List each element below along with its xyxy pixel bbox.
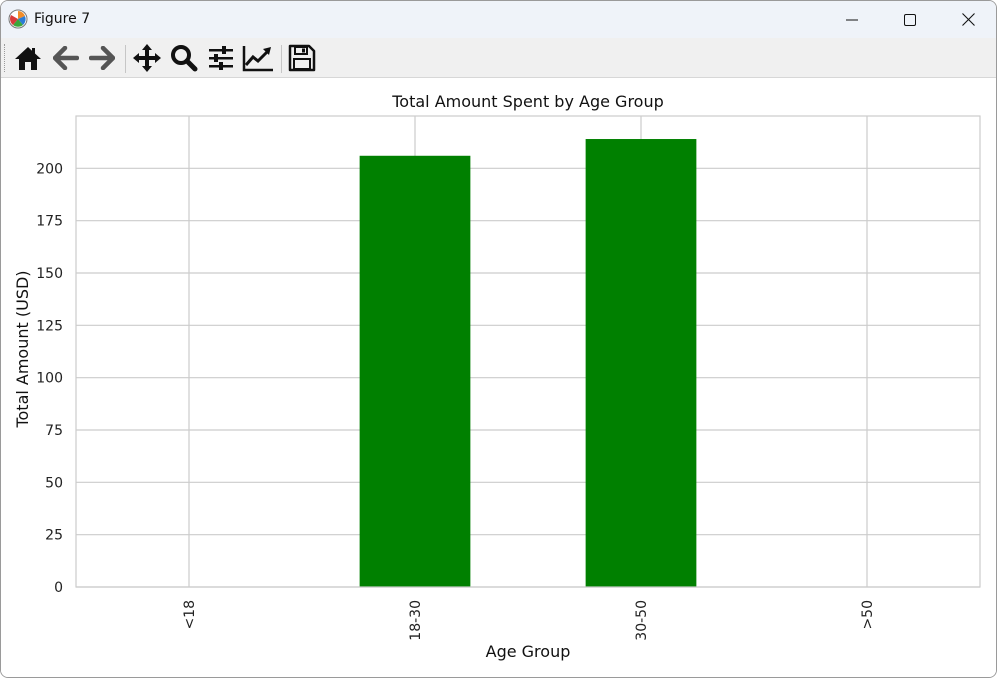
y-tick-label: 25 (45, 528, 63, 544)
arrow-left-icon (53, 46, 79, 70)
move-icon (133, 44, 161, 72)
subplots-button[interactable] (205, 42, 237, 74)
minimize-icon (846, 19, 858, 20)
bar-chart: Total Amount Spent by Age Group 0 25 50 75 1… (13, 92, 981, 661)
maximize-button[interactable] (881, 1, 939, 38)
figure-canvas: Total Amount Spent by Age Group 0 25 50 75 1… (1, 78, 996, 677)
x-tick-label: 18-30 (408, 600, 424, 641)
maximize-icon (904, 13, 916, 26)
zoom-button[interactable] (168, 42, 200, 74)
y-axis-label: Total Amount (USD) (13, 270, 32, 428)
pan-button[interactable] (131, 42, 163, 74)
close-button[interactable] (939, 1, 996, 38)
title-bar: Figure 7 (1, 1, 996, 38)
navigation-toolbar (1, 38, 996, 78)
x-tick-label: 30-50 (634, 600, 650, 641)
y-tick-label: 0 (54, 580, 63, 596)
line-chart-icon (242, 46, 273, 72)
y-tick-label: 150 (36, 266, 63, 282)
y-tick-label: 125 (36, 318, 63, 334)
back-button[interactable] (50, 42, 82, 74)
window-title: Figure 7 (34, 11, 91, 27)
toolbar-grip (4, 44, 7, 72)
close-icon (961, 13, 975, 26)
grid (76, 116, 980, 588)
minimize-button[interactable] (823, 1, 881, 38)
y-tick-label: 100 (36, 371, 63, 387)
bar (585, 139, 697, 587)
x-axis-label: Age Group (486, 642, 571, 661)
y-tick-label: 50 (45, 475, 63, 491)
forward-button[interactable] (86, 42, 118, 74)
magnifier-icon (171, 45, 198, 72)
bar (359, 155, 471, 588)
matplotlib-logo-icon (8, 9, 28, 29)
y-tick-label: 75 (45, 423, 63, 439)
customize-button[interactable] (242, 42, 274, 74)
plot-frame (75, 115, 981, 588)
arrow-right-icon (89, 46, 115, 70)
x-tick-label: >50 (860, 600, 876, 630)
toolbar-separator (125, 45, 126, 73)
save-button[interactable] (286, 42, 318, 74)
y-tick-label: 200 (36, 161, 63, 177)
sliders-icon (209, 46, 233, 70)
y-ticks: 0 25 50 75 100 125 150 175 200 (36, 161, 63, 596)
home-button[interactable] (12, 42, 44, 74)
bars (359, 139, 697, 588)
home-icon (15, 47, 41, 70)
chart-title: Total Amount Spent by Age Group (391, 92, 664, 111)
floppy-icon (288, 44, 316, 72)
x-tick-label: <18 (182, 600, 198, 630)
x-ticks: <18 18-30 30-50 >50 (182, 600, 876, 641)
y-tick-label: 175 (36, 214, 63, 230)
toolbar-separator (281, 45, 282, 73)
